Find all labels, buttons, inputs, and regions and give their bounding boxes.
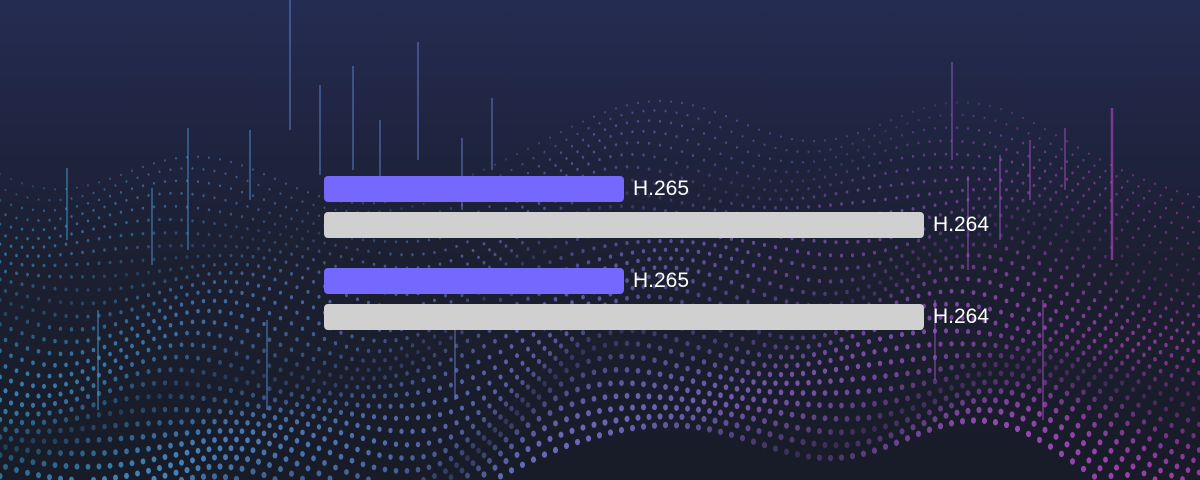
bar-h265: [324, 176, 624, 202]
bar-h264: [324, 212, 924, 238]
light-streaks: [66, 0, 1114, 420]
bar-h264: [324, 304, 924, 330]
bar-label-h265: H.265: [633, 177, 690, 200]
bar-h265: [324, 268, 624, 294]
bar-label-h265: H.265: [633, 269, 690, 292]
bar-label-h264: H.264: [933, 305, 990, 328]
bar-label-h264: H.264: [933, 213, 990, 236]
